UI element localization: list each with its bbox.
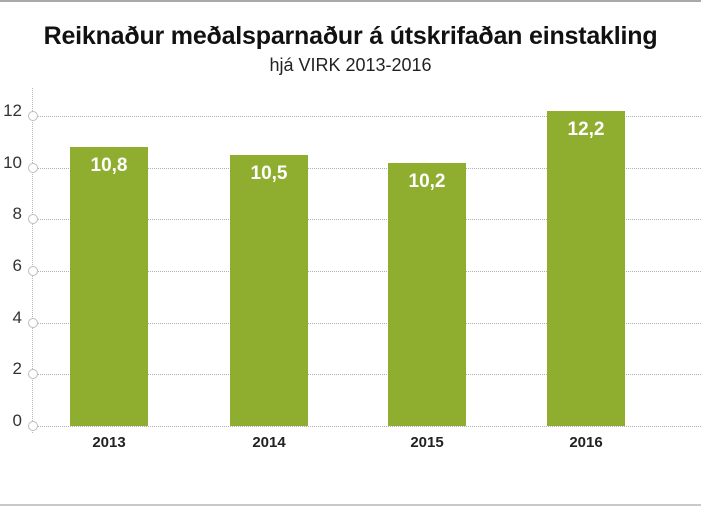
x-category-label: 2015 bbox=[410, 434, 444, 451]
x-category-label: 2013 bbox=[92, 434, 126, 451]
y-tick-label: 0 bbox=[12, 411, 22, 430]
bar-value-label: 12,2 bbox=[567, 119, 605, 140]
y-tick-label: 12 bbox=[3, 101, 22, 120]
gridline bbox=[32, 116, 701, 117]
x-category-label: 2014 bbox=[252, 434, 286, 451]
bar-2016: 12,2 bbox=[547, 111, 625, 426]
gridline bbox=[32, 219, 701, 220]
gridline bbox=[32, 323, 701, 324]
y-tick-label: 10 bbox=[3, 153, 22, 172]
gridline bbox=[32, 426, 701, 427]
y-tick-marker bbox=[28, 318, 38, 328]
y-tick-label: 8 bbox=[12, 204, 22, 223]
top-border bbox=[0, 0, 701, 2]
gridline bbox=[32, 374, 701, 375]
y-tick-marker bbox=[28, 111, 38, 121]
chart-subtitle: hjá VIRK 2013-2016 bbox=[269, 55, 432, 75]
gridline bbox=[32, 271, 701, 272]
bar-2013: 10,8 bbox=[70, 147, 148, 426]
y-tick-label: 2 bbox=[12, 359, 22, 378]
x-category-label: 2016 bbox=[569, 434, 603, 451]
bar-value-label: 10,8 bbox=[90, 155, 128, 176]
gridline bbox=[32, 168, 701, 169]
bar-value-label: 10,5 bbox=[250, 163, 288, 184]
bottom-border bbox=[0, 504, 701, 506]
y-tick-marker bbox=[28, 266, 38, 276]
chart-title: Reiknaður meðalsparnaður á útskrifaðan e… bbox=[43, 22, 658, 50]
bar-2015: 10,2 bbox=[388, 163, 466, 426]
y-tick-marker bbox=[28, 421, 38, 431]
y-axis-line bbox=[32, 88, 33, 433]
y-tick-marker bbox=[28, 163, 38, 173]
y-tick-marker bbox=[28, 369, 38, 379]
bar-2014: 10,5 bbox=[230, 155, 308, 426]
y-tick-label: 6 bbox=[12, 256, 22, 275]
y-tick-marker bbox=[28, 214, 38, 224]
y-tick-label: 4 bbox=[12, 308, 22, 327]
bar-value-label: 10,2 bbox=[408, 171, 446, 192]
